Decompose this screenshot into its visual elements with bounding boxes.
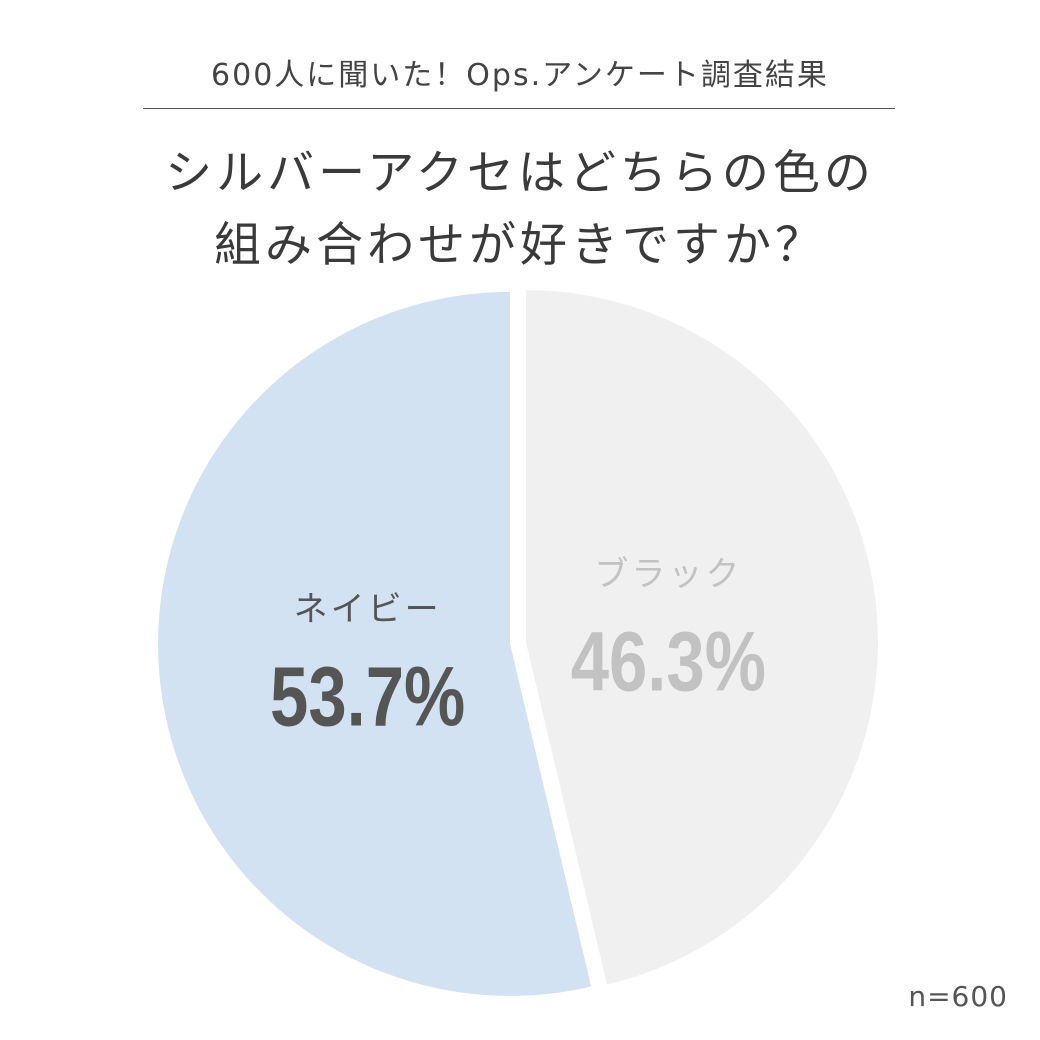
slice-value-black: 46.3% bbox=[571, 615, 766, 709]
question-title: シルバーアクセはどちらの色の 組み合わせが好きですか？ bbox=[0, 138, 1040, 282]
pie-slice-navy bbox=[158, 291, 592, 996]
slice-value-navy: 53.7% bbox=[270, 650, 465, 744]
survey-title: 600人に聞いた！Ops.アンケート調査結果 bbox=[211, 58, 829, 93]
question-line-2: 組み合わせが好きですか？ bbox=[214, 218, 826, 273]
sample-size: n=600 bbox=[908, 980, 1008, 1013]
pie-slice-black bbox=[525, 290, 878, 985]
title-divider bbox=[143, 108, 895, 109]
slice-label-black: ブラック bbox=[594, 554, 742, 594]
slice-label-navy: ネイビー bbox=[294, 590, 442, 630]
question-line-1: シルバーアクセはどちらの色の bbox=[165, 146, 875, 201]
